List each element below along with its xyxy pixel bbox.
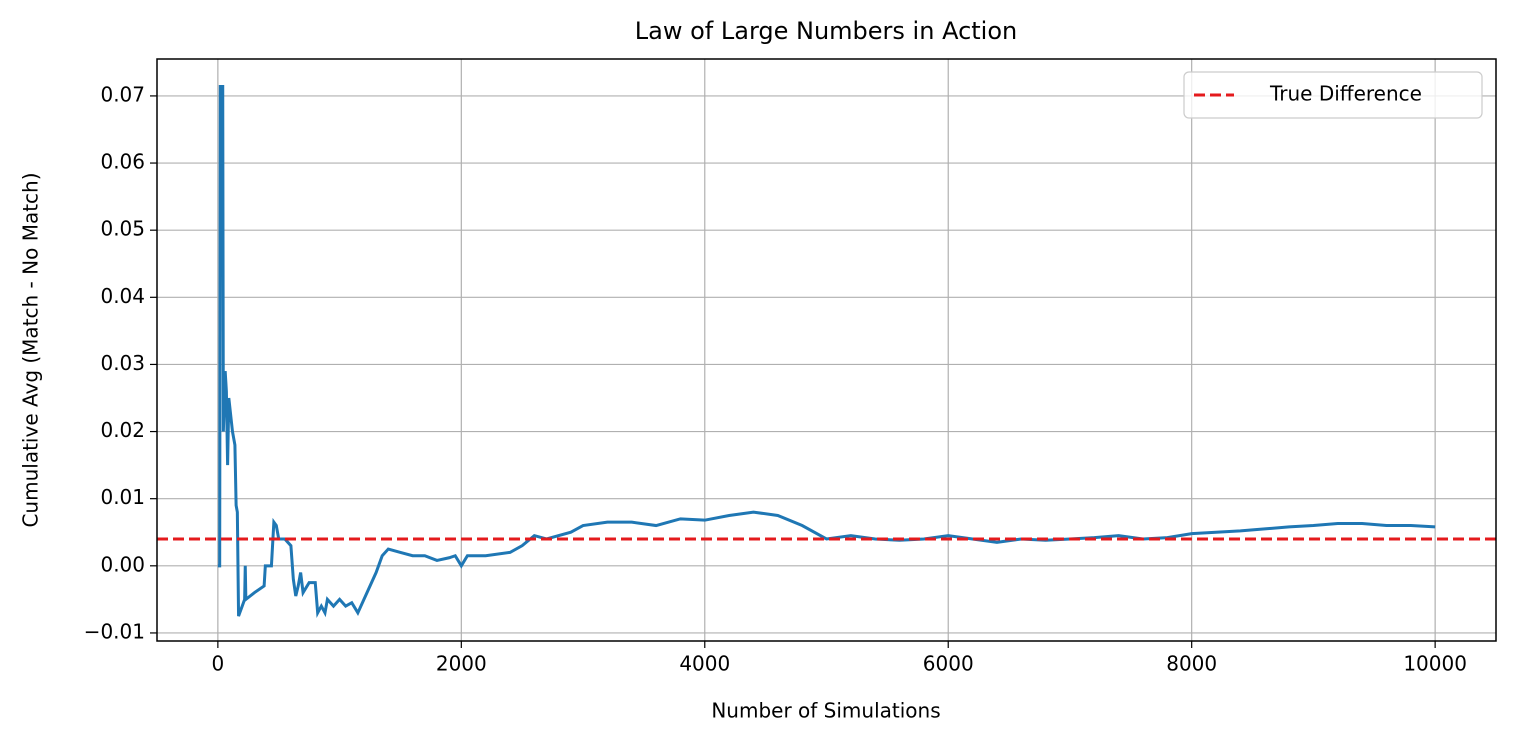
- y-tick-label: 0.05: [100, 217, 145, 241]
- plot-frame: [156, 58, 1497, 642]
- legend-box: [1183, 71, 1483, 119]
- x-axis-label: Number of Simulations: [711, 699, 940, 723]
- y-tick-label: 0.07: [100, 82, 145, 106]
- x-tick-label: 6000: [923, 652, 974, 676]
- y-tick-label: 0.00: [100, 552, 145, 576]
- x-tick-label: 0: [211, 652, 224, 676]
- y-axis-label: Cumulative Avg (Match - No Match): [19, 172, 43, 527]
- y-tick-label: 0.04: [100, 284, 145, 308]
- y-tick-label: 0.02: [100, 418, 145, 442]
- x-tick-label: 8000: [1166, 652, 1217, 676]
- y-tick-label: 0.06: [100, 150, 145, 174]
- data-line: [217, 85, 1436, 618]
- y-tick-label: 0.03: [100, 351, 145, 375]
- x-tick-label: 4000: [679, 652, 730, 676]
- y-tick-label: 0.01: [100, 485, 145, 509]
- x-tick-label: 2000: [436, 652, 487, 676]
- y-tick-label: −0.01: [84, 619, 145, 643]
- x-tick-label: 10000: [1403, 652, 1467, 676]
- legend-label: True Difference: [1269, 82, 1422, 106]
- chart-title: Law of Large Numbers in Action: [635, 17, 1017, 45]
